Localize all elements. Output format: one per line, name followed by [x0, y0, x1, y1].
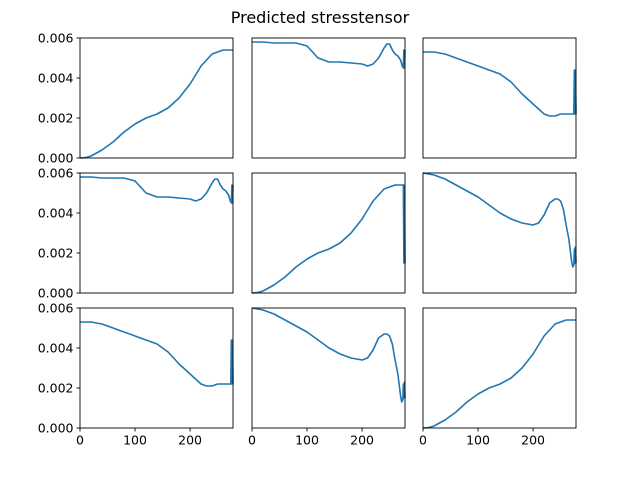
y-tick-label: 0.006	[38, 301, 74, 316]
y-tick-label: 0.000	[38, 421, 74, 436]
x-tick-label: 200	[521, 433, 545, 448]
subplot-r0-c1	[251, 37, 406, 159]
y-tick-label: 0.004	[38, 206, 74, 221]
series-line	[251, 307, 406, 403]
series-line	[80, 176, 234, 204]
axes-frame	[251, 37, 406, 159]
subplot-r1-c2	[422, 172, 577, 294]
series-line	[80, 321, 234, 387]
series-line	[252, 41, 406, 69]
subplot-grid: 0.0000.0020.0040.0060.0000.0020.0040.006…	[38, 31, 577, 448]
y-tick-label: 0.004	[38, 71, 74, 86]
axes-frame	[422, 37, 577, 159]
y-tick-label: 0.002	[38, 246, 74, 261]
x-tick-label: 100	[295, 433, 319, 448]
axes-frame	[79, 37, 234, 159]
subplot-r0-c0: 0.000 0.002 0.004 0.006	[38, 31, 234, 166]
subplot-r2-c0: 0.000 0.002 0.004 0.006 0 100 200	[38, 301, 234, 448]
x-tick-label: 200	[350, 433, 374, 448]
series-line	[251, 184, 406, 294]
y-tick-label: 0.004	[38, 341, 74, 356]
y-tick-label: 0.006	[38, 31, 74, 46]
subplot-r1-c1	[251, 172, 406, 294]
x-tick-label: 0	[419, 433, 427, 448]
subplot-r1-c0: 0.000 0.002 0.004 0.006	[38, 166, 234, 301]
series-line	[79, 49, 233, 159]
y-tick-label: 0.002	[38, 111, 74, 126]
y-tick-label: 0.000	[38, 151, 74, 166]
axes-frame	[422, 172, 577, 294]
x-tick-label: 100	[123, 433, 147, 448]
x-tick-label: 100	[466, 433, 490, 448]
y-tick-label: 0.000	[38, 286, 74, 301]
y-tick-label: 0.006	[38, 166, 74, 181]
series-line	[423, 51, 577, 117]
subplot-r2-c1: 0 100 200	[248, 307, 406, 448]
x-tick-label: 0	[76, 433, 84, 448]
series-line	[422, 172, 577, 268]
y-tick-label: 0.002	[38, 381, 74, 396]
axes-frame	[79, 307, 234, 429]
series-line	[422, 319, 576, 429]
x-tick-label: 0	[248, 433, 256, 448]
axes-frame	[251, 172, 406, 294]
axes-frame	[422, 307, 577, 429]
figure-title: Predicted stresstensor	[231, 8, 410, 27]
subplot-r2-c2: 0 100 200	[419, 307, 577, 448]
x-tick-label: 200	[178, 433, 202, 448]
axes-frame	[251, 307, 406, 429]
axes-frame	[79, 172, 234, 294]
subplot-r0-c2	[422, 37, 577, 159]
